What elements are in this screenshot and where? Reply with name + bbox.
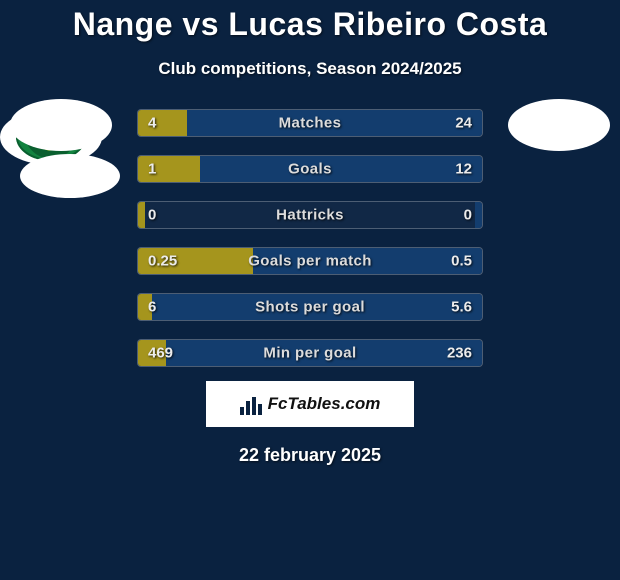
left-value: 0.25: [148, 253, 177, 270]
metric-label: Goals: [288, 161, 332, 178]
metric-label: Matches: [279, 115, 342, 132]
stat-row: 4 Matches 24: [137, 109, 483, 137]
left-value: 4: [148, 115, 156, 132]
stat-row: 0.25 Goals per match 0.5: [137, 247, 483, 275]
right-value: 12: [455, 161, 472, 178]
right-value: 5.6: [451, 299, 472, 316]
right-value: 0: [464, 207, 472, 224]
barsicon-icon: [240, 393, 262, 415]
stat-row: 469 Min per goal 236: [137, 339, 483, 367]
right-segment: [475, 202, 482, 228]
team-right-logo-1: [508, 99, 610, 151]
right-value: 24: [455, 115, 472, 132]
comparison-chart: 4 Matches 24 1 Goals 12 0 Hattricks 0 0.25 Goals p…: [0, 109, 620, 369]
page-title: Nange vs Lucas Ribeiro Costa: [0, 0, 620, 43]
source-badge: FcTables.com: [206, 381, 414, 427]
right-segment: [200, 156, 482, 182]
left-value: 6: [148, 299, 156, 316]
stat-row: 1 Goals 12: [137, 155, 483, 183]
team-left-logo-2: [20, 154, 120, 198]
metric-label: Hattricks: [276, 207, 344, 224]
metric-label: Shots per goal: [255, 299, 365, 316]
left-segment: [138, 110, 187, 136]
left-value: 1: [148, 161, 156, 178]
metric-label: Goals per match: [248, 253, 372, 270]
right-value: 236: [447, 345, 472, 362]
left-value: 469: [148, 345, 173, 362]
badge-text: FcTables.com: [268, 394, 381, 414]
subtitle: Club competitions, Season 2024/2025: [0, 59, 620, 79]
left-value: 0: [148, 207, 156, 224]
stat-row: 6 Shots per goal 5.6: [137, 293, 483, 321]
stat-row: 0 Hattricks 0: [137, 201, 483, 229]
left-segment: [138, 202, 145, 228]
right-value: 0.5: [451, 253, 472, 270]
date-label: 22 february 2025: [0, 445, 620, 466]
team-left-logo-1: [10, 99, 112, 151]
metric-label: Min per goal: [263, 345, 356, 362]
bars-container: 4 Matches 24 1 Goals 12 0 Hattricks 0 0.25 Goals p…: [137, 109, 483, 385]
